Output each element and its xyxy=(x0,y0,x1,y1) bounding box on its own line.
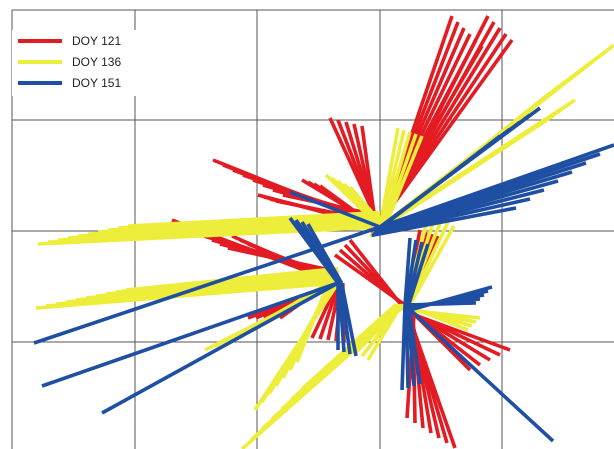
ray-segment xyxy=(374,118,548,234)
ray-segment xyxy=(405,241,424,306)
ray-segment xyxy=(404,304,410,389)
ray-segment xyxy=(101,281,339,415)
ray-segment xyxy=(372,197,531,236)
ray-segment xyxy=(318,282,341,340)
ray-segment xyxy=(337,282,346,353)
legend-label-doy-136: DOY 136 xyxy=(72,55,121,69)
ray-segment xyxy=(360,125,377,223)
ray-segment xyxy=(404,308,481,320)
ray-segment xyxy=(306,223,344,284)
ray-segment xyxy=(348,238,407,311)
ray-segment xyxy=(404,309,511,352)
ray-segment xyxy=(339,282,358,357)
ray-segment xyxy=(378,127,400,228)
ray-segment xyxy=(127,210,381,228)
ray-segment xyxy=(379,129,406,228)
ray-segment xyxy=(381,133,418,228)
series-doy-151 xyxy=(33,106,614,443)
ray-segment xyxy=(374,134,502,234)
ray-segment xyxy=(406,243,430,306)
legend-label-doy-121: DOY 121 xyxy=(72,34,121,48)
ray-segment xyxy=(41,281,339,388)
ray-segment xyxy=(383,135,424,228)
ray-segment xyxy=(371,206,517,238)
ray-segment xyxy=(403,303,555,443)
ray-segment xyxy=(404,239,418,306)
ray-segment xyxy=(338,282,352,355)
ray-segment xyxy=(406,304,422,385)
ray-segment xyxy=(405,304,416,387)
ray-segment xyxy=(348,185,387,229)
ray-segment xyxy=(404,285,493,314)
ray-segment xyxy=(406,221,450,306)
ray-segment xyxy=(295,282,331,363)
ray-segment xyxy=(366,304,403,361)
ray-segment xyxy=(125,266,339,292)
ray-segment xyxy=(408,225,456,306)
legend: DOY 121 DOY 136 DOY 151 xyxy=(12,30,142,96)
ray-segment xyxy=(380,131,412,228)
ray-segment xyxy=(289,190,381,229)
legend-label-doy-151: DOY 151 xyxy=(72,76,121,90)
ray-segment xyxy=(400,304,407,391)
ray-segment xyxy=(403,237,412,306)
ray-fans xyxy=(33,15,614,449)
